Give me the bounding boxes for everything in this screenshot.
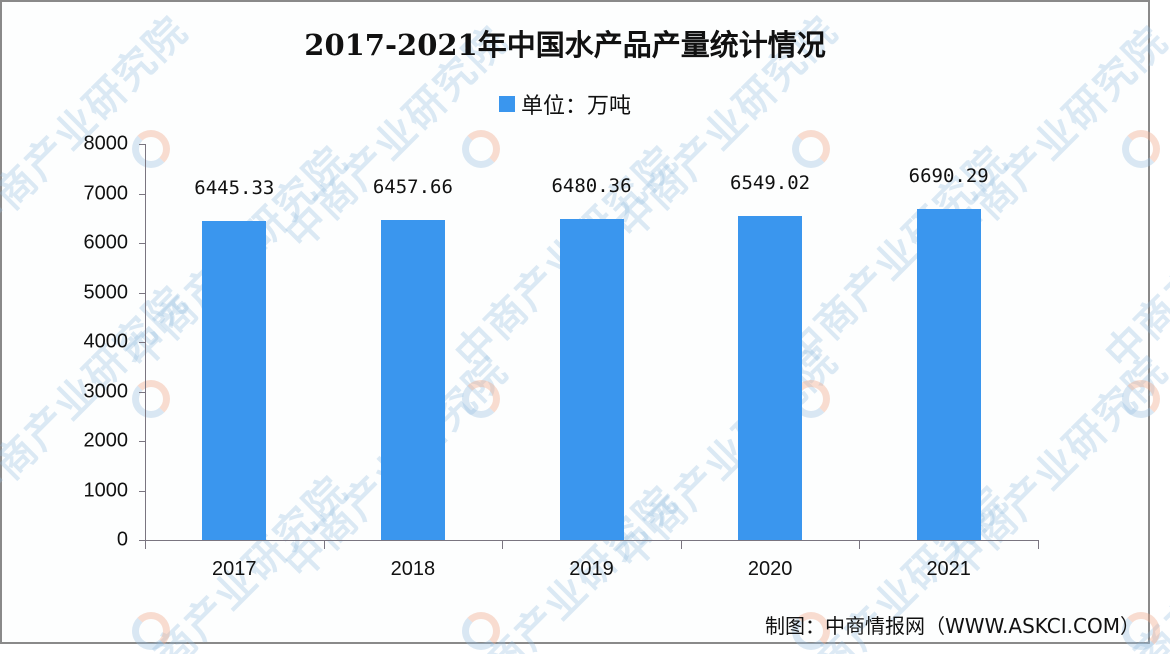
bar-2019 — [559, 219, 624, 540]
legend-label: 单位：万吨 — [520, 94, 631, 119]
x-tick — [680, 540, 682, 549]
x-tick-label: 2018 — [390, 558, 436, 580]
y-tick-label: 5000 — [83, 281, 129, 303]
bar-2017 — [202, 220, 267, 540]
y-tick — [139, 193, 146, 195]
bar-value-label: 6690.29 — [908, 164, 989, 187]
x-tick-label: 2019 — [569, 558, 614, 580]
y-tick — [139, 342, 146, 343]
bar-2020 — [738, 215, 803, 540]
y-tick — [139, 144, 146, 145]
y-tick-label: 6000 — [83, 231, 129, 254]
chart-title: 2017-2021年中国水产品产量统计情况 — [304, 28, 826, 62]
y-tick — [139, 540, 146, 541]
x-tick — [323, 540, 325, 549]
bar-value-label: 6549.02 — [730, 171, 811, 194]
y-tick-label: 8000 — [83, 132, 129, 155]
y-tick — [139, 391, 146, 393]
y-tick-label: 0 — [116, 528, 128, 551]
y-tick-label: 4000 — [83, 330, 129, 353]
y-tick-label: 2000 — [83, 429, 129, 452]
x-tick — [859, 540, 861, 549]
x-tick-label: 2017 — [212, 558, 257, 580]
bar-value-label: 6445.33 — [194, 176, 275, 199]
legend: 单位：万吨 — [0, 88, 1130, 120]
source-credit: 制图：中商情报网（WWW.ASKCI.COM） — [765, 614, 1140, 638]
x-axis — [145, 540, 1038, 541]
y-tick-label: 1000 — [83, 479, 129, 501]
bar-value-label: 6457.66 — [372, 176, 453, 199]
bar-2018 — [380, 220, 445, 540]
x-tick — [502, 540, 504, 549]
y-tick — [139, 292, 146, 294]
x-tick-label: 2020 — [747, 558, 793, 580]
x-tick-label: 2021 — [926, 558, 971, 580]
bar-value-label: 6480.36 — [551, 175, 632, 198]
y-tick — [139, 243, 146, 244]
legend-swatch — [498, 96, 515, 112]
y-tick-label: 3000 — [83, 380, 129, 402]
x-tick — [1038, 540, 1039, 549]
y-tick — [139, 441, 146, 442]
y-tick-label: 7000 — [83, 182, 129, 204]
bar-2021 — [916, 208, 981, 540]
x-tick — [145, 540, 146, 549]
y-tick — [139, 490, 146, 492]
